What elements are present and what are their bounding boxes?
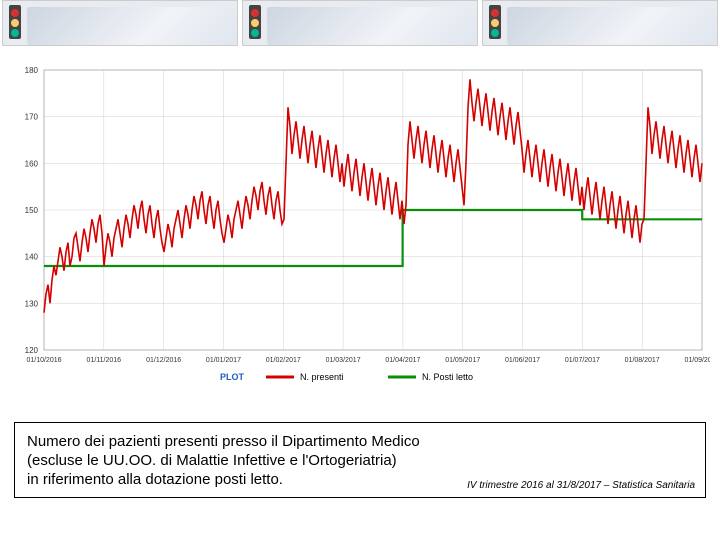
svg-text:01/12/2016: 01/12/2016: [146, 357, 181, 364]
header-panel: [482, 0, 718, 46]
svg-text:N. presenti: N. presenti: [300, 372, 344, 382]
svg-text:PLOT: PLOT: [220, 372, 245, 382]
svg-text:140: 140: [25, 253, 39, 262]
svg-text:01/07/2017: 01/07/2017: [565, 357, 600, 364]
svg-text:01/02/2017: 01/02/2017: [266, 357, 301, 364]
svg-text:01/11/2016: 01/11/2016: [87, 357, 122, 364]
header-panel: [2, 0, 238, 46]
svg-text:01/08/2017: 01/08/2017: [625, 357, 660, 364]
svg-text:01/03/2017: 01/03/2017: [326, 357, 361, 364]
svg-text:180: 180: [25, 66, 39, 75]
svg-text:01/04/2017: 01/04/2017: [385, 357, 420, 364]
svg-text:150: 150: [25, 206, 39, 215]
svg-text:01/09/2017: 01/09/2017: [684, 357, 710, 364]
svg-text:120: 120: [25, 346, 39, 355]
caption-source: IV trimestre 2016 al 31/8/2017 – Statist…: [467, 480, 695, 491]
header-panel: [242, 0, 478, 46]
svg-text:01/06/2017: 01/06/2017: [505, 357, 540, 364]
patients-chart: 120 130 140 150 160 170 180 01/10/2016 01/11/201…: [10, 64, 710, 394]
svg-text:160: 160: [25, 159, 39, 168]
caption-box: Numero dei pazienti presenti presso il D…: [14, 422, 706, 498]
svg-text:01/05/2017: 01/05/2017: [445, 357, 480, 364]
svg-text:130: 130: [25, 299, 39, 308]
svg-text:01/10/2016: 01/10/2016: [26, 357, 61, 364]
svg-text:01/01/2017: 01/01/2017: [206, 357, 241, 364]
svg-text:N. Posti letto: N. Posti letto: [422, 372, 473, 382]
svg-text:170: 170: [25, 113, 39, 122]
chart-container: 120 130 140 150 160 170 180 01/10/2016 01/11/201…: [0, 44, 720, 394]
header-strip: [0, 0, 720, 44]
